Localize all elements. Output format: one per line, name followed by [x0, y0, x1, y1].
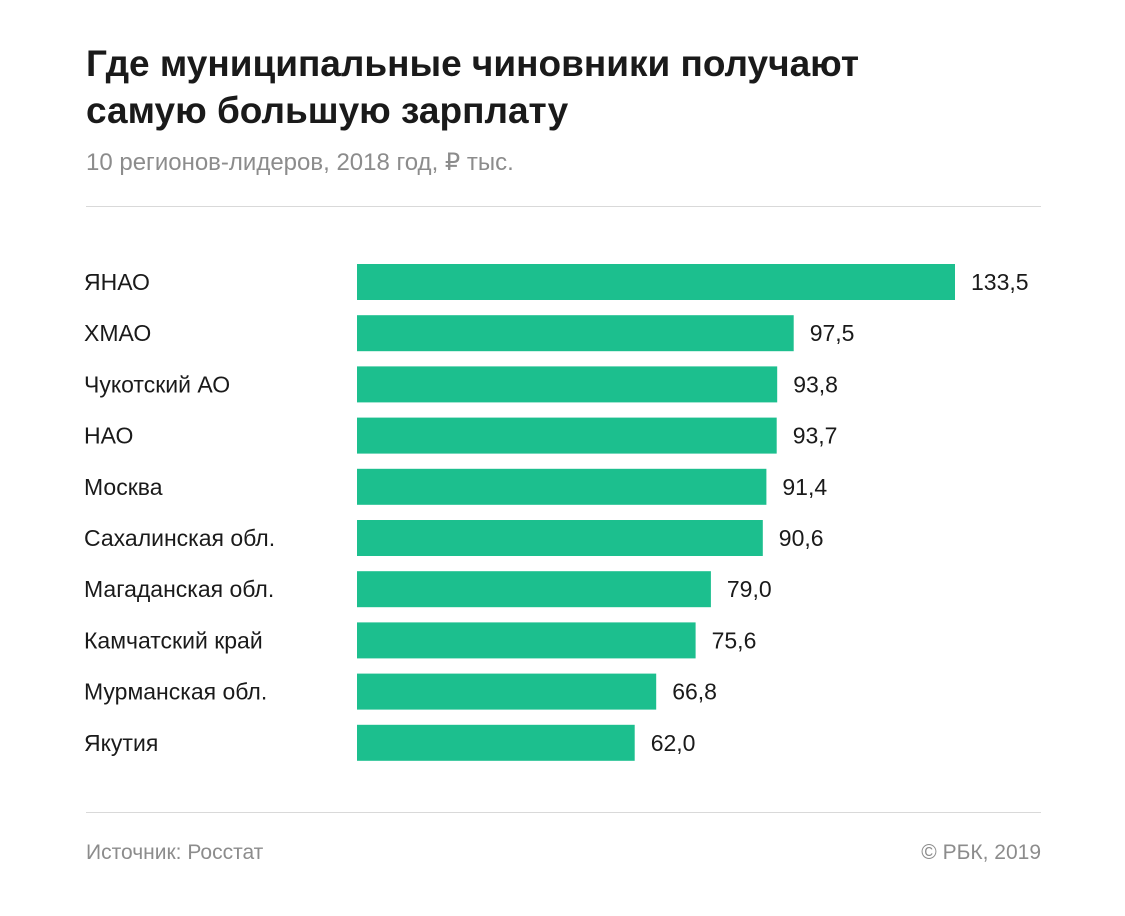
value-label: 93,7 [793, 423, 838, 449]
chart-title: Где муниципальные чиновники получают сам… [86, 40, 1046, 134]
value-label: 75,6 [712, 627, 757, 653]
chart-title-line-2: самую большую зарплату [86, 90, 569, 131]
category-label: НАО [84, 423, 133, 449]
value-label: 133,5 [971, 269, 1029, 295]
bottom-divider [86, 812, 1041, 813]
value-label: 97,5 [810, 320, 855, 346]
category-label: Камчатский край [84, 627, 263, 653]
category-label: Сахалинская обл. [84, 525, 275, 551]
bar [357, 366, 778, 403]
category-label: Магаданская обл. [84, 576, 274, 602]
value-label: 91,4 [782, 474, 827, 500]
copyright-note: © РБК, 2019 [921, 841, 1041, 864]
bar [357, 315, 794, 352]
bar [357, 622, 696, 659]
category-label: Чукотский АО [84, 371, 230, 397]
bar [357, 264, 955, 300]
category-label: Мурманская обл. [84, 679, 267, 705]
bar [357, 724, 635, 761]
value-label: 79,0 [727, 576, 772, 602]
value-label: 90,6 [779, 525, 824, 551]
category-label: Якутия [84, 730, 158, 756]
bar [357, 417, 777, 454]
value-label: 66,8 [672, 679, 717, 705]
value-label: 62,0 [651, 730, 696, 756]
bar [357, 468, 767, 505]
chart-title-line-1: Где муниципальные чиновники получают [86, 43, 859, 84]
top-divider [86, 206, 1041, 207]
chart-subtitle: 10 регионов-лидеров, 2018 год, ₽ тыс. [86, 149, 514, 176]
source-note: Источник: Росстат [86, 841, 264, 864]
category-label: ХМАО [84, 320, 151, 346]
bar [357, 520, 763, 556]
bar [357, 571, 711, 608]
bar [357, 673, 657, 710]
category-label: Москва [84, 474, 163, 500]
value-label: 93,8 [793, 371, 838, 397]
category-label: ЯНАО [84, 269, 150, 295]
